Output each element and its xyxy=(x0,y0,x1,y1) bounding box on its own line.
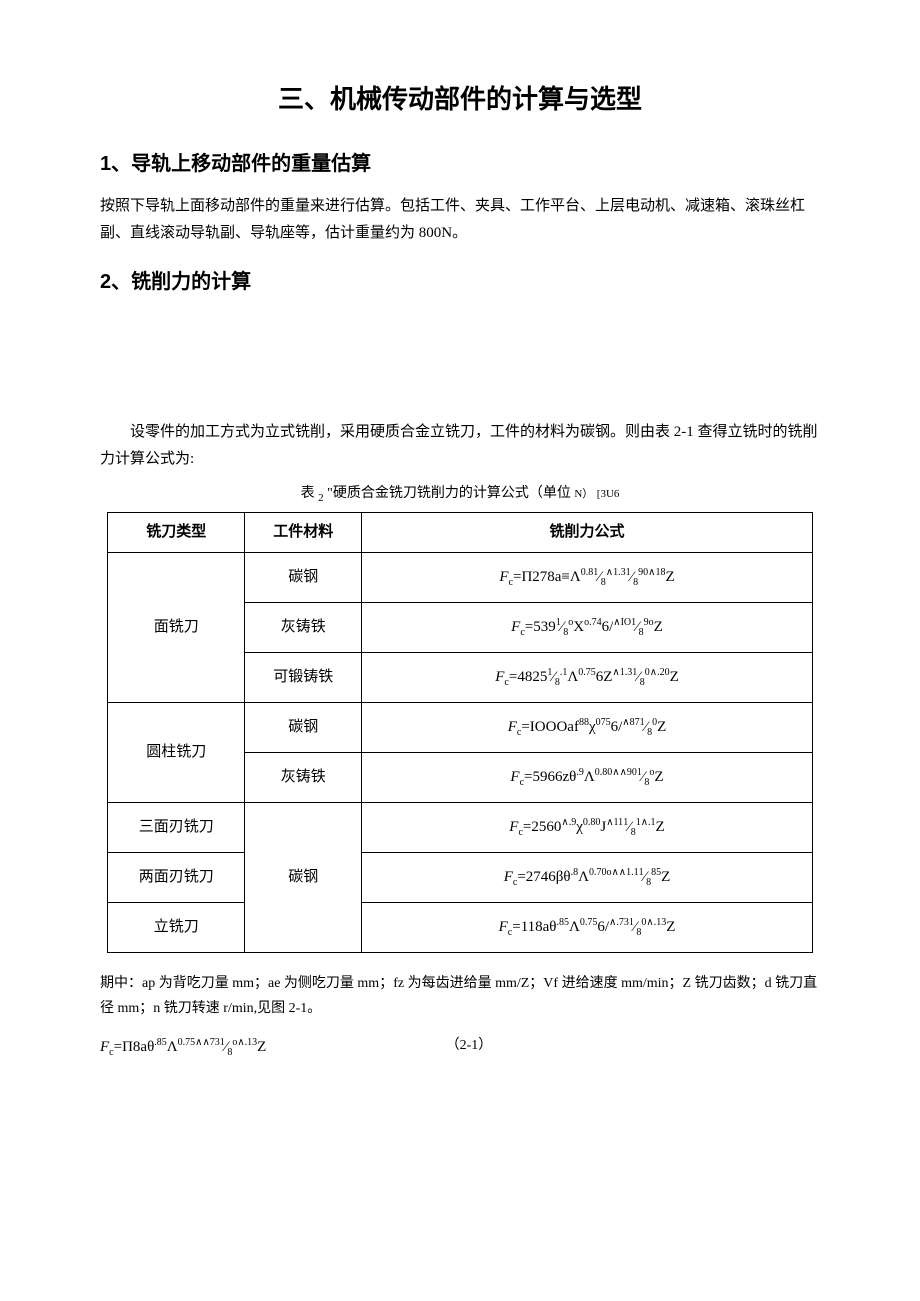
table-row: 面铣刀 碳钢 Fc=Π278a≡Λ0.81⁄8∧1.31⁄890∧18Z xyxy=(108,552,813,602)
section1-text: 按照下导轨上面移动部件的重量来进行估算。包括工件、夹具、工作平台、上层电动机、减… xyxy=(100,193,820,247)
table-header-material: 工件材料 xyxy=(245,513,362,553)
main-title: 三、机械传动部件的计算与选型 xyxy=(100,80,820,119)
formula-table: 铣刀类型 工件材料 铣削力公式 面铣刀 碳钢 Fc=Π278a≡Λ0.81⁄8∧… xyxy=(107,512,813,953)
cell-material: 碳钢 xyxy=(245,802,362,952)
equation-row: Fc=Π8aθ.85Λ0.75∧∧731⁄8o∧.13Z （2-1） xyxy=(100,1035,820,1060)
equation: Fc=Π8aθ.85Λ0.75∧∧731⁄8o∧.13Z xyxy=(100,1035,446,1060)
caption-mid: "硬质合金铣刀铣削力的计算公式（单位 xyxy=(327,486,571,501)
cell-formula: Fc=5966zθ.9Λ0.80∧∧901⁄8oZ xyxy=(362,752,813,802)
caption-pre: 表 xyxy=(301,486,315,501)
section1-heading: 1、导轨上移动部件的重量估算 xyxy=(100,149,820,179)
cell-material: 碳钢 xyxy=(245,702,362,752)
caption-unit: N） xyxy=(574,488,593,500)
cell-type: 面铣刀 xyxy=(108,552,245,702)
cell-formula: Fc=2746βθ.8Λ0.70o∧∧1.11⁄885Z xyxy=(362,852,813,902)
table-row: 两面刃铣刀 Fc=2746βθ.8Λ0.70o∧∧1.11⁄885Z xyxy=(108,852,813,902)
cell-material: 灰铸铁 xyxy=(245,602,362,652)
cell-formula: Fc=5391⁄8oXo.746/∧IO1⁄89oZ xyxy=(362,602,813,652)
table-header-type: 铣刀类型 xyxy=(108,513,245,553)
cell-formula: Fc=Π278a≡Λ0.81⁄8∧1.31⁄890∧18Z xyxy=(362,552,813,602)
cell-material: 可锻铸铁 xyxy=(245,652,362,702)
table-header-row: 铣刀类型 工件材料 铣削力公式 xyxy=(108,513,813,553)
spacer xyxy=(100,311,820,411)
table-row: 圆柱铣刀 碳钢 Fc=IOOOaf88χ0756/∧871⁄80Z xyxy=(108,702,813,752)
cell-type: 圆柱铣刀 xyxy=(108,702,245,802)
table-header-formula: 铣削力公式 xyxy=(362,513,813,553)
table-row: 三面刃铣刀 碳钢 Fc=2560∧.9χ0.80J∧111⁄81∧.1Z xyxy=(108,802,813,852)
cell-formula: Fc=48251⁄8.1Λ0.756Z∧1.31⁄80∧.20Z xyxy=(362,652,813,702)
cell-formula: Fc=IOOOaf88χ0756/∧871⁄80Z xyxy=(362,702,813,752)
cell-material: 灰铸铁 xyxy=(245,752,362,802)
cell-type: 两面刃铣刀 xyxy=(108,852,245,902)
equation-number: （2-1） xyxy=(446,1035,493,1060)
caption-num: 2 xyxy=(318,492,324,504)
section2-para1: 设零件的加工方式为立式铣削，采用硬质合金立铣刀，工件的材料为碳钢。则由表 2-1… xyxy=(100,419,820,473)
caption-tail: [3U6 xyxy=(597,488,620,500)
cell-type: 立铣刀 xyxy=(108,902,245,952)
section2-heading: 2、铣削力的计算 xyxy=(100,267,820,297)
table-caption: 表 2 "硬质合金铣刀铣削力的计算公式（单位 N） [3U6 xyxy=(100,483,820,506)
section2-note: 期中：ap 为背吃刀量 mm；ae 为侧吃刀量 mm；fz 为每齿进给量 mm/… xyxy=(100,971,820,1021)
cell-formula: Fc=2560∧.9χ0.80J∧111⁄81∧.1Z xyxy=(362,802,813,852)
cell-type: 三面刃铣刀 xyxy=(108,802,245,852)
cell-formula: Fc=118aθ.85Λ0.756/∧.731⁄80∧.13Z xyxy=(362,902,813,952)
cell-material: 碳钢 xyxy=(245,552,362,602)
table-row: 立铣刀 Fc=118aθ.85Λ0.756/∧.731⁄80∧.13Z xyxy=(108,902,813,952)
